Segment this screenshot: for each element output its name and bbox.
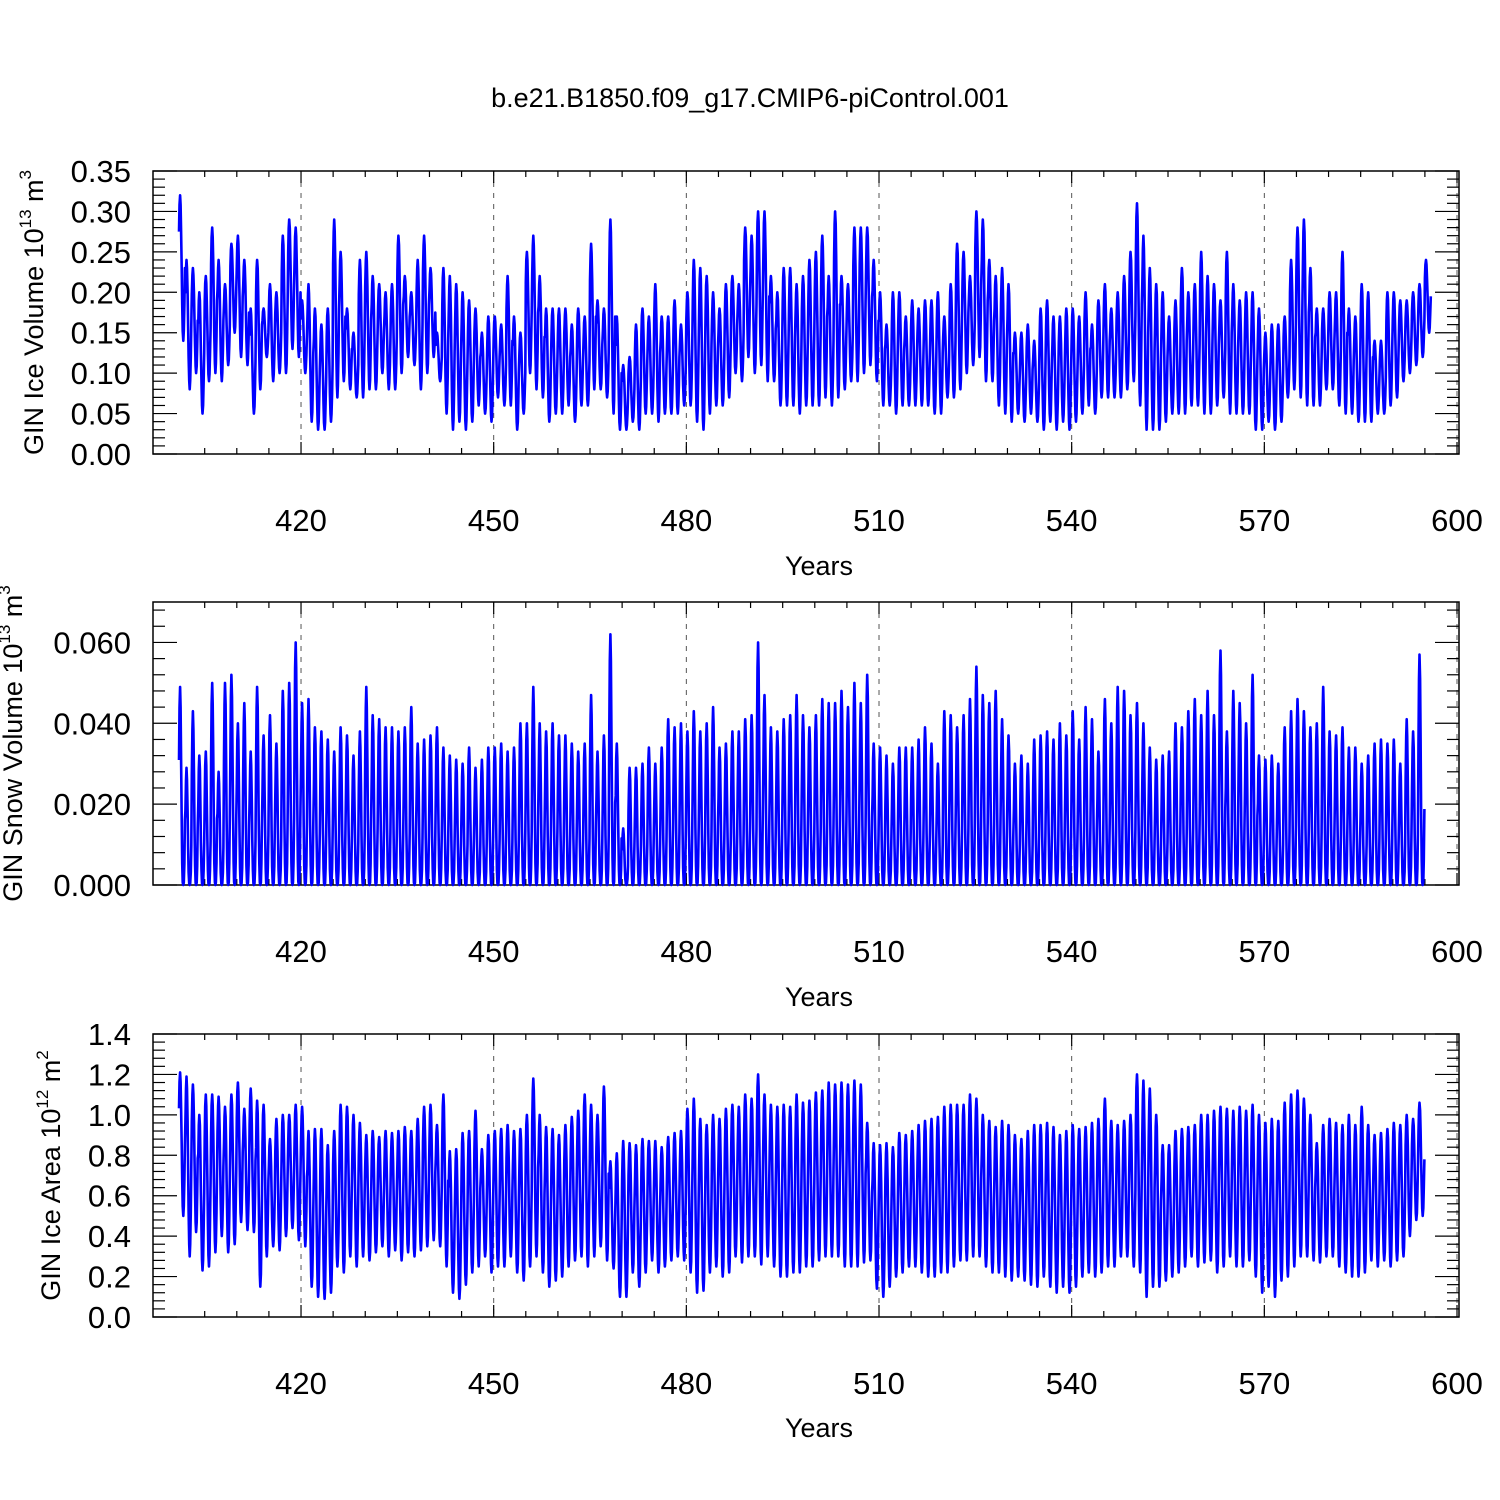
y-tick-label: 0.30 — [71, 194, 131, 229]
y-tick-label: 0.000 — [53, 868, 131, 903]
x-tick-label: 480 — [660, 503, 712, 538]
y-axis-label: GIN Ice Volume 1013 m3 — [16, 170, 49, 455]
y-tick-label: 0.10 — [71, 356, 131, 391]
y-tick-label: 0.4 — [88, 1219, 131, 1254]
x-tick-label: 570 — [1238, 1366, 1290, 1401]
y-tick-label: 1.4 — [88, 1017, 131, 1052]
y-axis-label: GIN Ice Area 1012 m2 — [33, 1050, 66, 1301]
y-tick-label: 0.2 — [88, 1260, 131, 1295]
x-tick-label: 450 — [468, 503, 520, 538]
x-axis-label: Years — [785, 551, 853, 581]
y-tick-label: 0.25 — [71, 235, 131, 270]
y-tick-label: 1.2 — [88, 1057, 131, 1092]
y-tick-label: 0.0 — [88, 1300, 131, 1335]
x-tick-label: 510 — [853, 934, 905, 969]
y-tick-label: 0.20 — [71, 275, 131, 310]
x-tick-label: 450 — [468, 934, 520, 969]
x-tick-label: 510 — [853, 503, 905, 538]
x-axis-label: Years — [785, 1413, 853, 1443]
x-tick-label: 540 — [1046, 1366, 1098, 1401]
x-tick-label: 540 — [1046, 934, 1098, 969]
x-tick-label: 540 — [1046, 503, 1098, 538]
y-axis-label: GIN Snow Volume 1013 m3 — [0, 585, 28, 902]
x-tick-label: 570 — [1238, 503, 1290, 538]
x-tick-label: 420 — [275, 934, 327, 969]
series-line — [177, 194, 1433, 431]
x-tick-label: 510 — [853, 1366, 905, 1401]
x-tick-label: 450 — [468, 1366, 520, 1401]
x-tick-label: 600 — [1431, 1366, 1483, 1401]
chart-panel-3: 0.0 0.2 0.4 0.6 0.8 1.0 1.2 1.4 420 450 480 510 540 5… — [33, 1017, 1483, 1443]
x-tick-label: 600 — [1431, 503, 1483, 538]
x-tick-label: 480 — [660, 934, 712, 969]
y-tick-label: 0.15 — [71, 316, 131, 351]
x-tick-label: 420 — [275, 1366, 327, 1401]
y-tick-label: 0.05 — [71, 397, 131, 432]
x-tick-label: 480 — [660, 1366, 712, 1401]
y-tick-label: 0.060 — [53, 625, 131, 660]
chart-panel-2: 0.000 0.020 0.040 0.060 420 450 480 510 540 570 60… — [0, 585, 1483, 1012]
x-tick-label: 420 — [275, 503, 327, 538]
series-line — [177, 1071, 1426, 1301]
x-tick-label: 600 — [1431, 934, 1483, 969]
y-tick-label: 0.6 — [88, 1179, 131, 1214]
x-axis-label: Years — [785, 982, 853, 1012]
series-line — [177, 633, 1426, 887]
plot-frame — [152, 170, 1460, 455]
y-tick-label: 0.020 — [53, 787, 131, 822]
y-tick-label: 0.8 — [88, 1138, 131, 1173]
y-tick-label: 0.35 — [71, 154, 131, 189]
x-tick-label: 570 — [1238, 934, 1290, 969]
figure-title: b.e21.B1850.f09_g17.CMIP6-piControl.001 — [491, 83, 1009, 113]
y-tick-label: 0.00 — [71, 437, 131, 472]
chart-panel-1: 0.00 0.05 0.10 0.15 0.20 0.25 0.30 0.35 420 450 48… — [16, 154, 1483, 581]
plot-frame — [152, 1033, 1460, 1318]
y-tick-label: 0.040 — [53, 706, 131, 741]
y-tick-label: 1.0 — [88, 1098, 131, 1133]
